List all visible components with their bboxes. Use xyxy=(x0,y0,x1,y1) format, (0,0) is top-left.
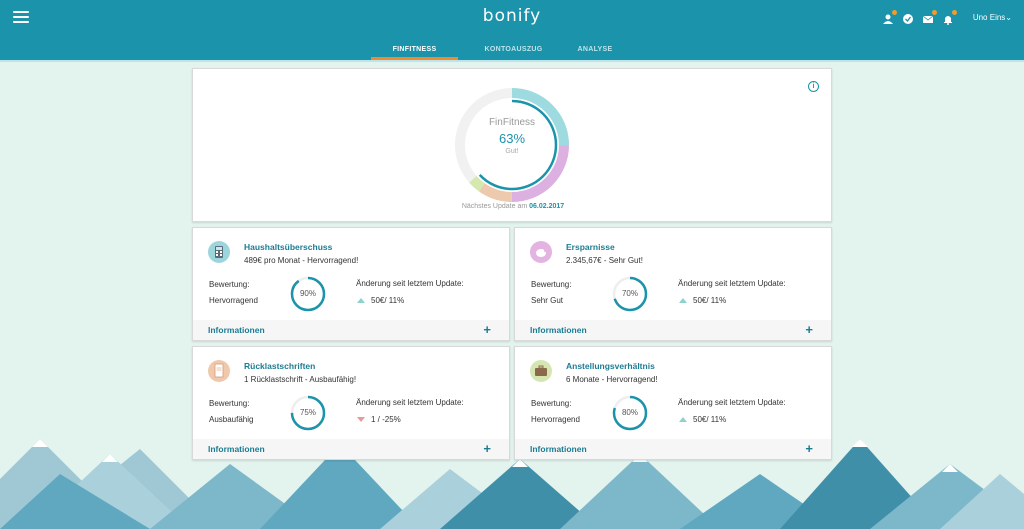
donut-segment-1 xyxy=(455,88,569,202)
active-tab-indicator xyxy=(371,57,458,60)
user-name-label: Uno Eins xyxy=(972,13,1006,22)
finfitness-card: i FinFitness 63% Gut! Nächstes Update am… xyxy=(192,68,832,222)
plus-icon[interactable]: + xyxy=(483,441,491,456)
mail-icon[interactable] xyxy=(922,10,937,24)
card-description: 1 Rücklastschrift - Ausbaufähig! xyxy=(244,375,357,384)
score-ring-label: 80% xyxy=(621,408,638,417)
score-ring xyxy=(290,276,326,312)
card-description: 489€ pro Monat - Hervorragend! xyxy=(244,256,359,265)
donut-segment-2 xyxy=(455,88,569,202)
finfitness-donut xyxy=(455,88,569,202)
informationen-label: Informationen xyxy=(208,325,265,335)
change-label: Änderung seit letztem Update: xyxy=(356,398,464,407)
change-value: 50€/ 11% xyxy=(371,296,405,305)
change-label: Änderung seit letztem Update: xyxy=(356,279,464,288)
header-icons xyxy=(882,10,957,25)
card-description: 2.345,67€ - Sehr Gut! xyxy=(566,256,643,265)
score-ring-progress xyxy=(290,395,326,431)
mountain-background xyxy=(0,439,1024,529)
trend-up-icon xyxy=(679,298,687,303)
next-update-date: 06.02.2017 xyxy=(529,203,565,210)
score-ring-label: 75% xyxy=(299,408,316,417)
bewertung-value: Sehr Gut xyxy=(531,296,564,305)
bewertung-label: Bewertung: xyxy=(209,399,250,408)
score-ring-progress xyxy=(612,276,648,312)
bewertung-label: Bewertung: xyxy=(531,399,572,408)
card-title: Rücklastschriften xyxy=(244,361,316,371)
card-title: Haushaltsüberschuss xyxy=(244,242,333,252)
piggy-bank-icon xyxy=(530,241,552,263)
next-update: Nächstes Update am 06.02.2017 xyxy=(193,203,833,210)
bell-icon[interactable] xyxy=(942,10,957,25)
document-icon xyxy=(208,360,230,382)
plus-icon[interactable]: + xyxy=(805,322,813,337)
informationen-toggle[interactable]: Informationen + xyxy=(515,320,831,340)
menu-icon[interactable] xyxy=(13,11,29,23)
check-circle-icon[interactable] xyxy=(902,12,914,24)
calculator-icon xyxy=(208,241,230,263)
tab-finfitness[interactable]: FINFITNESS xyxy=(392,46,437,53)
informationen-label: Informationen xyxy=(208,444,265,454)
score-ring-progress xyxy=(290,276,326,312)
top-bar: bonify Uno Eins⌄ FINFITNESS KONTOAUSZUG … xyxy=(0,0,1024,60)
user-menu[interactable]: Uno Eins⌄ xyxy=(973,13,1012,22)
bewertung-value: Ausbaufähig xyxy=(209,415,254,424)
change-label: Änderung seit letztem Update: xyxy=(678,398,786,407)
informationen-toggle[interactable]: Informationen + xyxy=(193,439,509,459)
informationen-label: Informationen xyxy=(530,325,587,335)
score-ring-label: 70% xyxy=(621,289,638,298)
card-haushaltsueberschuss: Haushaltsüberschuss 489€ pro Monat - Her… xyxy=(192,227,510,341)
card-ruecklastschriften: Rücklastschriften 1 Rücklastschrift - Au… xyxy=(192,346,510,460)
app-logo[interactable]: bonify xyxy=(482,6,542,26)
change-value: 50€/ 11% xyxy=(693,415,727,424)
donut-progress-ring xyxy=(466,99,558,191)
plus-icon[interactable]: + xyxy=(483,322,491,337)
change-label: Änderung seit letztem Update: xyxy=(678,279,786,288)
plus-icon[interactable]: + xyxy=(805,441,813,456)
bewertung-label: Bewertung: xyxy=(531,280,572,289)
informationen-toggle[interactable]: Informationen + xyxy=(193,320,509,340)
informationen-label: Informationen xyxy=(530,444,587,454)
info-icon[interactable]: i xyxy=(808,81,819,92)
change-value: 1 / -25% xyxy=(371,415,401,424)
card-description: 6 Monate - Hervorragend! xyxy=(566,375,658,384)
finfitness-title: FinFitness xyxy=(488,117,536,128)
change-value: 50€/ 11% xyxy=(693,296,727,305)
tab-analyse[interactable]: ANALYSE xyxy=(577,46,613,53)
score-ring xyxy=(612,395,648,431)
card-ersparnisse: Ersparnisse 2.345,67€ - Sehr Gut! Bewert… xyxy=(514,227,832,341)
card-anstellungsverhaeltnis: Anstellungsverhältnis 6 Monate - Hervorr… xyxy=(514,346,832,460)
tab-kontoauszug[interactable]: KONTOAUSZUG xyxy=(484,46,543,53)
finfitness-status: Gut! xyxy=(505,148,519,155)
score-ring xyxy=(612,276,648,312)
score-ring-label: 90% xyxy=(299,289,316,298)
header-divider xyxy=(0,60,1024,62)
finfitness-percent: 63% xyxy=(498,131,526,146)
bewertung-value: Hervorragend xyxy=(209,296,258,305)
informationen-toggle[interactable]: Informationen + xyxy=(515,439,831,459)
user-add-icon[interactable] xyxy=(882,10,897,24)
trend-up-icon xyxy=(679,417,687,422)
trend-up-icon xyxy=(357,298,365,303)
card-title: Ersparnisse xyxy=(566,242,615,252)
briefcase-icon xyxy=(530,360,552,382)
next-update-label: Nächstes Update am xyxy=(461,203,528,210)
score-ring xyxy=(290,395,326,431)
chevron-down-icon: ⌄ xyxy=(1005,13,1012,22)
donut-label: FinFitness 63% Gut! xyxy=(454,117,570,155)
tab-bar: FINFITNESS KONTOAUSZUG ANALYSE xyxy=(0,40,1024,60)
score-ring-progress xyxy=(612,395,648,431)
card-title: Anstellungsverhältnis xyxy=(566,361,655,371)
bewertung-value: Hervorragend xyxy=(531,415,580,424)
bewertung-label: Bewertung: xyxy=(209,280,250,289)
trend-down-icon xyxy=(357,417,365,422)
